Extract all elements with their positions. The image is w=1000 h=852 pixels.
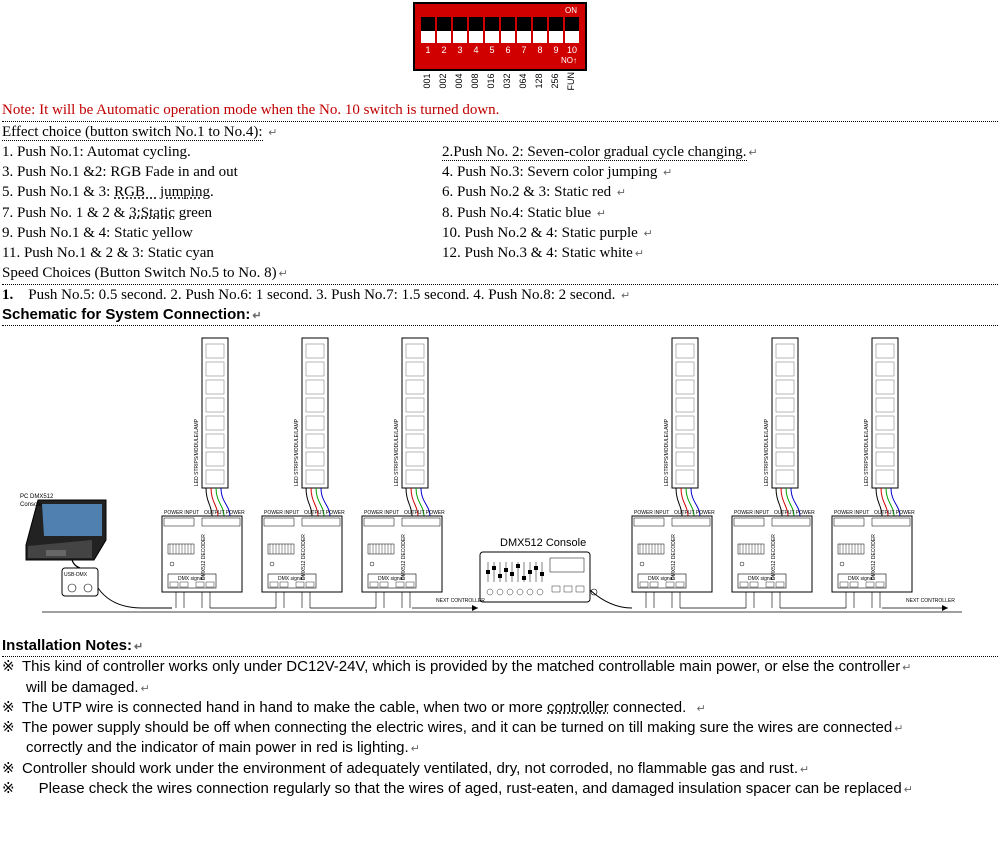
install-note-line: correctly and the indicator of main powe… [2, 738, 998, 758]
dip-slot [453, 17, 467, 43]
svg-text:POWER INPUT: POWER INPUT [834, 510, 869, 516]
install-note-line: ※This kind of controller works only unde… [2, 657, 998, 677]
effect-item: 6. Push No.2 & 3: Static red [442, 182, 998, 202]
svg-text:DMX512 DECODER: DMX512 DECODER [871, 534, 877, 580]
dip-slot [549, 17, 563, 43]
svg-text:LED STRIPS/MODULE/LAMP: LED STRIPS/MODULE/LAMP [664, 419, 670, 487]
dip-slot [485, 17, 499, 43]
effect-header: Effect choice (button switch No.1 to No.… [2, 122, 998, 142]
svg-text:USB-DMX: USB-DMX [64, 572, 88, 578]
dip-switch-body: ON 12345678910 NO↑ [413, 2, 587, 71]
dip-no-label: NO↑ [421, 56, 579, 67]
effect-item: 11. Push No.1 & 2 & 3: Static cyan [2, 243, 442, 263]
effect-item: 10. Push No.2 & 4: Static purple [442, 223, 998, 243]
effect-item: 7. Push No. 1 & 2 & 3:Static green [2, 203, 442, 223]
svg-text:PC DMX512: PC DMX512 [20, 494, 54, 500]
effect-item: 3. Push No.1 &2: RGB Fade in and out [2, 162, 442, 182]
svg-text:POWER INPUT: POWER INPUT [264, 510, 299, 516]
effect-item: 2.Push No. 2: Seven-color gradual cycle … [442, 142, 998, 162]
svg-text:POWER INPUT: POWER INPUT [734, 510, 769, 516]
dip-bottom-label: 128 [533, 72, 547, 91]
dip-number: 9 [549, 44, 563, 56]
install-header: Installation Notes: [2, 636, 998, 657]
effect-item: 8. Push No.4: Static blue [442, 203, 998, 223]
effect-item: 5. Push No.1 & 3: RGB jumping. [2, 182, 442, 202]
dip-number: 1 [421, 44, 435, 56]
dip-bottom-label: 008 [469, 72, 483, 91]
svg-text:LED STRIPS/MODULE/LAMP: LED STRIPS/MODULE/LAMP [294, 419, 300, 487]
schematic-header: Schematic for System Connection: [2, 305, 998, 326]
svg-text:DMX signal: DMX signal [378, 576, 404, 582]
svg-text:LED STRIPS/MODULE/LAMP: LED STRIPS/MODULE/LAMP [194, 419, 200, 487]
svg-text:OUTPUT POWER: OUTPUT POWER [304, 510, 345, 516]
svg-text:POWER INPUT: POWER INPUT [164, 510, 199, 516]
install-note-line: ※ Please check the wires connection regu… [2, 779, 998, 799]
dip-number: 7 [517, 44, 531, 56]
effect-item: 4. Push No.3: Severn color jumping [442, 162, 998, 182]
dip-number: 8 [533, 44, 547, 56]
svg-text:NEXT CONTROLLER: NEXT CONTROLLER [436, 598, 485, 604]
effect-item: 9. Push No.1 & 4: Static yellow [2, 223, 442, 243]
dip-slot [469, 17, 483, 43]
dip-number: 3 [453, 44, 467, 56]
svg-text:OUTPUT POWER: OUTPUT POWER [874, 510, 915, 516]
svg-text:Console: Console [20, 502, 43, 508]
speed-line: 1. Push No.5: 0.5 second. 2. Push No.6: … [2, 285, 998, 305]
dip-slot [421, 17, 435, 43]
dip-slot [501, 17, 515, 43]
svg-text:DMX signal: DMX signal [648, 576, 674, 582]
svg-text:DMX signal: DMX signal [178, 576, 204, 582]
install-note-line: will be damaged. [2, 678, 998, 698]
svg-text:LED STRIPS/MODULE/LAMP: LED STRIPS/MODULE/LAMP [764, 419, 770, 487]
dip-bottom-label: 256 [549, 72, 563, 91]
dip-number: 5 [485, 44, 499, 56]
dip-number: 10 [565, 44, 579, 56]
dip-number: 6 [501, 44, 515, 56]
install-note-line: ※Controller should work under the enviro… [2, 759, 998, 779]
svg-text:LED STRIPS/MODULE/LAMP: LED STRIPS/MODULE/LAMP [864, 419, 870, 487]
svg-text:OUTPUT POWER: OUTPUT POWER [774, 510, 815, 516]
svg-text:DMX signal: DMX signal [278, 576, 304, 582]
dip-bottom-label: 032 [501, 72, 515, 91]
svg-text:DMX512 DECODER: DMX512 DECODER [301, 534, 307, 580]
svg-text:OUTPUT POWER: OUTPUT POWER [404, 510, 445, 516]
effect-item: 1. Push No.1: Automat cycling. [2, 142, 442, 162]
dip-bottom-label: 064 [517, 72, 531, 91]
install-note-line: ※The power supply should be off when con… [2, 718, 998, 738]
dip-number: 2 [437, 44, 451, 56]
dip-bottom-label: 001 [421, 72, 435, 91]
dip-slot [565, 17, 579, 43]
dip-on-label: ON [421, 6, 579, 17]
dip-switch-figure: ON 12345678910 NO↑ 001002004008016032064… [2, 2, 998, 96]
svg-text:DMX512 DECODER: DMX512 DECODER [671, 534, 677, 580]
dip-number: 4 [469, 44, 483, 56]
svg-text:NEXT CONTROLLER: NEXT CONTROLLER [906, 598, 955, 604]
install-note-line: ※The UTP wire is connected hand in hand … [2, 698, 998, 718]
dip-bottom-label: 002 [437, 72, 451, 91]
dip-slot [533, 17, 547, 43]
svg-text:OUTPUT POWER: OUTPUT POWER [674, 510, 715, 516]
speed-header: Speed Choices (Button Switch No.5 to No.… [2, 263, 998, 284]
svg-text:DMX512 DECODER: DMX512 DECODER [201, 534, 207, 580]
svg-text:POWER INPUT: POWER INPUT [364, 510, 399, 516]
dip-bottom-label: 004 [453, 72, 467, 91]
dip-bottom-label: 016 [485, 72, 499, 91]
effect-list: 1. Push No.1: Automat cycling.3. Push No… [2, 142, 998, 264]
svg-text:DMX512 DECODER: DMX512 DECODER [771, 534, 777, 580]
dip-slot [437, 17, 451, 43]
svg-text:DMX512 DECODER: DMX512 DECODER [401, 534, 407, 580]
effect-item: 12. Push No.3 & 4: Static white [442, 243, 998, 263]
svg-text:DMX512 Console: DMX512 Console [500, 537, 586, 549]
svg-text:DMX signal: DMX signal [848, 576, 874, 582]
note-auto-mode: Note: It will be Automatic operation mod… [2, 100, 998, 121]
svg-text:OUTPUT POWER: OUTPUT POWER [204, 510, 245, 516]
schematic-diagram: PC DMX512 Console USB-DMX DMX512 Console LED… [2, 330, 998, 630]
dip-slot [517, 17, 531, 43]
svg-text:LED STRIPS/MODULE/LAMP: LED STRIPS/MODULE/LAMP [394, 419, 400, 487]
svg-text:POWER INPUT: POWER INPUT [634, 510, 669, 516]
svg-text:DMX signal: DMX signal [748, 576, 774, 582]
dip-bottom-label: FUN [565, 72, 579, 91]
